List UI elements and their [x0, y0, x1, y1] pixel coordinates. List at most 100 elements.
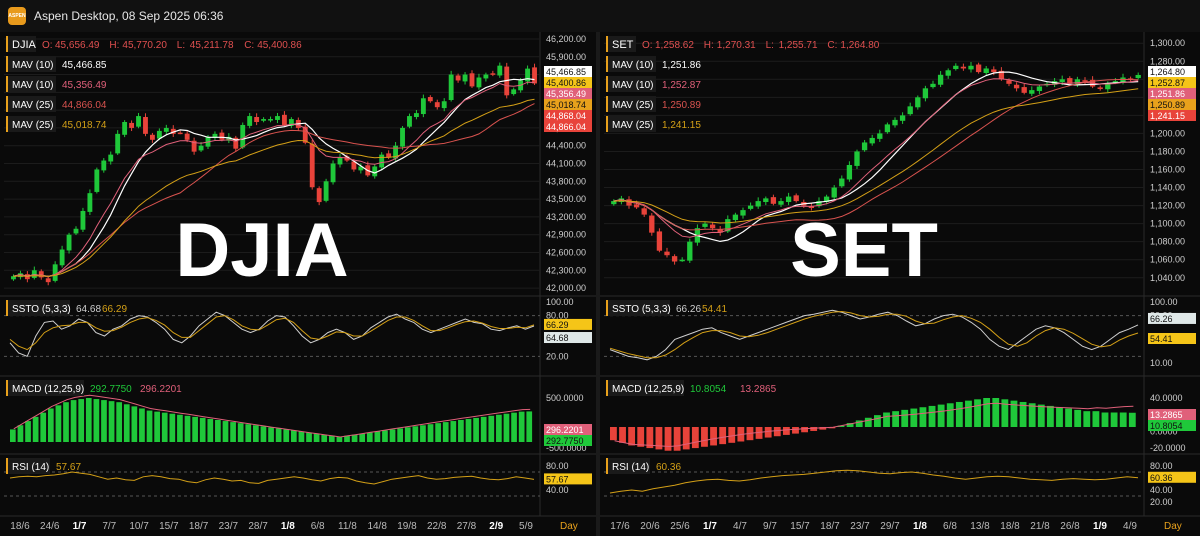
set-macd-bar [955, 401, 963, 427]
djia-macd-bar [47, 408, 54, 442]
set-candle [725, 219, 731, 232]
djia-price-tick: 45,900.00 [546, 52, 586, 62]
set-ssto-d: 54.41 [702, 304, 727, 315]
set-ssto-k-line [609, 309, 1139, 361]
set-mav-name: MAV (10) [612, 80, 654, 91]
djia-candle [434, 102, 440, 108]
set-macd-badge-signal-bg [1148, 409, 1196, 420]
djia-candle [149, 134, 155, 140]
set-mav10-line [613, 71, 1139, 243]
djia-rsi-tick: 40.00 [546, 485, 569, 495]
set-price-badge-bg [1148, 66, 1196, 77]
set-ssto-d-badge: 54.41 [1150, 334, 1173, 344]
set-macd-bar [1110, 412, 1118, 427]
set-candle [1067, 78, 1073, 84]
djia-chart-panel[interactable]: 46,200.0045,900.0045,600.0045,300.0045,0… [0, 32, 596, 536]
set-candle [1006, 80, 1012, 84]
set-candle [763, 198, 769, 203]
set-macd-bar [1074, 409, 1082, 427]
djia-price-tick: 42,900.00 [546, 230, 586, 240]
djia-date-tick: 15/7 [159, 521, 179, 532]
set-macd-bar [1119, 412, 1127, 427]
set-candle [899, 115, 906, 121]
djia-candle [184, 133, 190, 140]
set-mav25-line [613, 78, 1139, 231]
set-candle [641, 208, 647, 215]
set-macd-bar [1083, 411, 1091, 427]
djia-candle [261, 119, 267, 121]
djia-date-tick: 18/7 [189, 521, 209, 532]
djia-macd-bar [503, 413, 510, 442]
djia-candle [45, 278, 51, 283]
djia-date-tick: 10/7 [129, 521, 149, 532]
djia-macd-bar [245, 424, 252, 442]
set-candle [1059, 79, 1065, 83]
djia-candle [129, 122, 135, 128]
set-macd-bar [937, 404, 945, 427]
djia-ssto-label-bg [6, 300, 70, 316]
set-ohlc-open: 1,258.62 [655, 40, 694, 51]
set-candle [960, 66, 967, 69]
set-macd-bar [655, 427, 663, 450]
djia-macd-bar [146, 410, 153, 442]
set-date-tick: 18/7 [820, 521, 840, 532]
djia-candle [476, 77, 482, 88]
panel-divider[interactable] [596, 32, 600, 536]
set-watermark: SET [790, 208, 938, 293]
djia-mav-name: MAV (10) [12, 80, 54, 91]
set-macd-bar [892, 411, 900, 427]
set-date-tick: 6/8 [943, 521, 957, 532]
djia-macd-badge-macd: 292.7750 [546, 436, 584, 446]
set-price-tick: 1,100.00 [1150, 219, 1185, 229]
djia-rsi-line [9, 471, 535, 485]
set-chart-panel[interactable]: 1,300.001,280.001,260.001,240.001,220.00… [600, 32, 1200, 536]
set-ssto-d-badge-bg [1148, 333, 1196, 345]
djia-macd-bar [328, 435, 335, 442]
set-candle [740, 210, 746, 216]
djia-candle [309, 143, 315, 188]
djia-macd-bar [313, 433, 320, 442]
djia-mav-name: MAV (25) [12, 120, 54, 131]
set-macd-label-accent [606, 380, 608, 396]
set-mav-name: MAV (25) [612, 100, 654, 111]
set-candle [1029, 90, 1035, 94]
set-macd-bar [928, 405, 936, 427]
set-mav-label-bg [606, 56, 656, 72]
set-macd-bar [1001, 399, 1009, 427]
djia-candle [358, 166, 364, 171]
set-date-tick: 17/6 [610, 521, 630, 532]
set-macd-bar [837, 425, 845, 427]
djia-chart-svg[interactable]: 46,200.0045,900.0045,600.0045,300.0045,0… [0, 32, 596, 536]
set-ssto-tick: 10.00 [1150, 358, 1173, 368]
set-chart-svg[interactable]: 1,300.001,280.001,260.001,240.001,220.00… [600, 32, 1200, 536]
djia-rsi-value: 57.67 [56, 462, 81, 473]
djia-candle [400, 127, 405, 147]
djia-macd-bar [412, 426, 419, 442]
djia-mav-label-accent [6, 116, 8, 132]
djia-macd-bar [442, 422, 449, 442]
set-candle [808, 206, 815, 209]
djia-watermark: DJIA [175, 208, 348, 293]
set-candle [778, 201, 784, 205]
djia-candle [351, 161, 357, 170]
set-candle [633, 204, 640, 208]
djia-ssto-d: 66.29 [102, 304, 127, 315]
djia-macd-bar [207, 418, 214, 442]
djia-macd-bar [488, 415, 495, 442]
set-ssto-tick: 100.00 [1150, 297, 1178, 307]
djia-ssto-label-accent [6, 300, 8, 316]
set-price-badge: 1,252.87 [1150, 78, 1185, 88]
djia-date-tick: 18/6 [10, 521, 30, 532]
set-macd-bar [874, 415, 881, 427]
set-candle [816, 201, 822, 207]
djia-price-badge: 44,868.04 [546, 111, 586, 121]
djia-ssto-name: SSTO (5,3,3) [12, 304, 71, 315]
set-date-tick: 25/6 [670, 521, 690, 532]
set-date-tick: 18/8 [1000, 521, 1020, 532]
set-rsi-line [609, 469, 1139, 494]
set-date-tick: 23/7 [850, 521, 870, 532]
djia-macd-badge-macd-bg [544, 435, 592, 446]
set-macd-bar [819, 427, 827, 430]
set-candle [892, 119, 898, 126]
djia-macd-bar [450, 421, 457, 442]
